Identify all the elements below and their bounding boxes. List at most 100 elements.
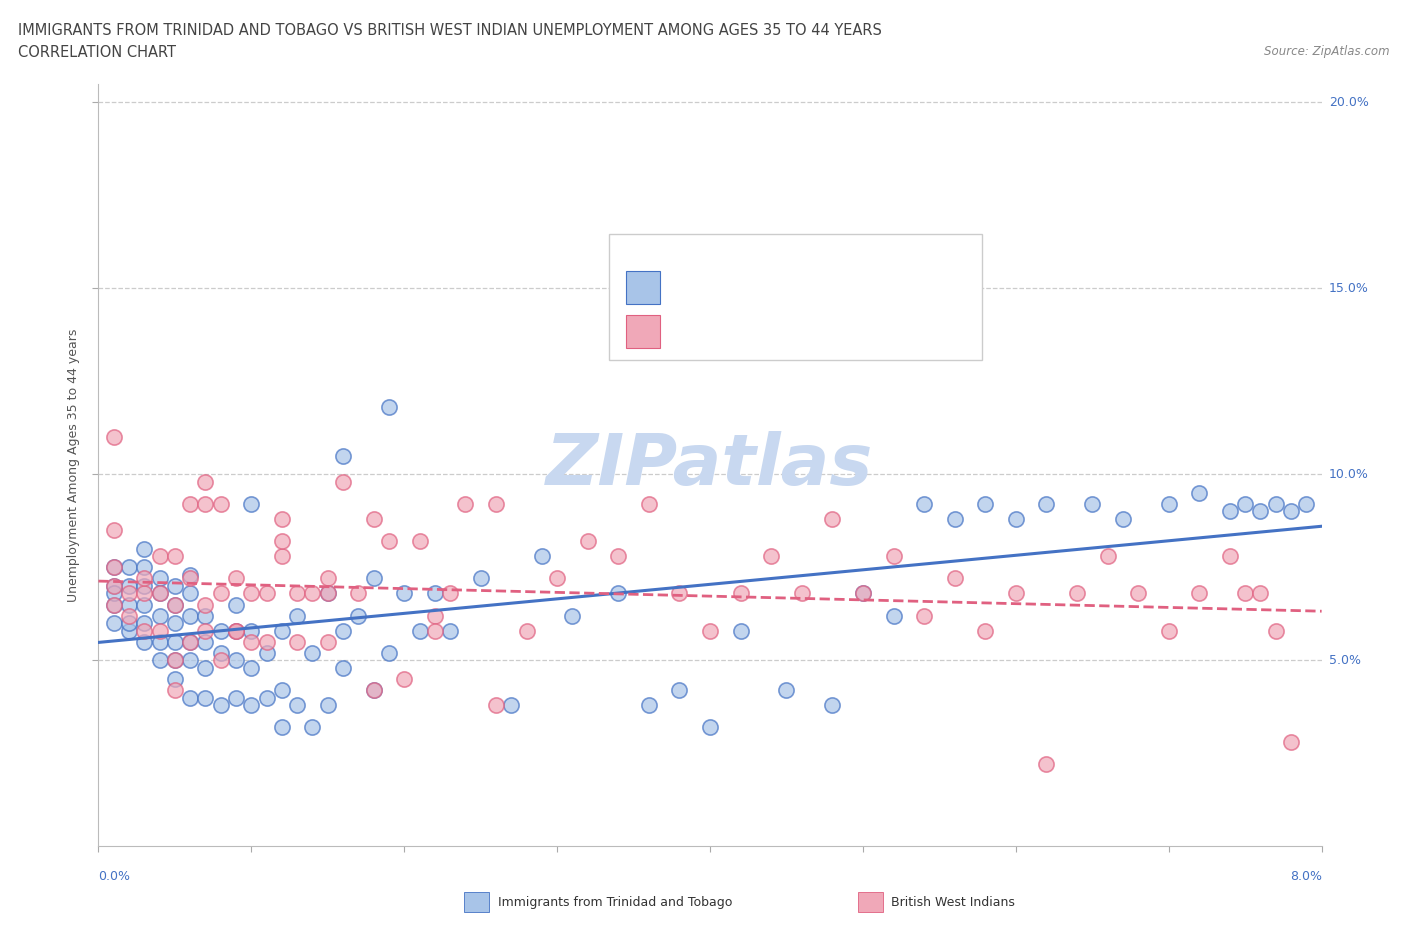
Text: Immigrants from Trinidad and Tobago: Immigrants from Trinidad and Tobago — [498, 896, 733, 909]
Point — [256, 645, 278, 660]
Point — [103, 616, 125, 631]
Point — [179, 690, 201, 705]
Point — [316, 571, 339, 586]
Point — [883, 608, 905, 623]
Point — [163, 616, 186, 631]
Point — [423, 586, 446, 601]
Point — [103, 597, 125, 612]
Point — [301, 586, 323, 601]
Point — [179, 634, 201, 649]
Point — [1157, 497, 1180, 512]
Point — [225, 571, 247, 586]
Point — [240, 660, 263, 675]
Point — [209, 698, 232, 712]
Point — [943, 512, 966, 526]
Text: IMMIGRANTS FROM TRINIDAD AND TOBAGO VS BRITISH WEST INDIAN UNEMPLOYMENT AMONG AG: IMMIGRANTS FROM TRINIDAD AND TOBAGO VS B… — [18, 23, 882, 38]
Point — [179, 567, 201, 582]
Point — [103, 560, 125, 575]
Text: ZIPatlas: ZIPatlas — [547, 431, 873, 499]
Point — [1004, 512, 1026, 526]
Point — [576, 534, 599, 549]
Point — [408, 623, 430, 638]
Point — [332, 474, 354, 489]
Point — [530, 549, 553, 564]
Point — [134, 541, 156, 556]
Point — [1279, 504, 1302, 519]
Point — [118, 586, 141, 601]
Point — [821, 698, 844, 712]
Point — [194, 474, 217, 489]
Point — [194, 608, 217, 623]
Point — [225, 653, 247, 668]
Point — [316, 586, 339, 601]
Point — [912, 608, 935, 623]
Point — [270, 534, 294, 549]
Point — [270, 549, 294, 564]
Y-axis label: Unemployment Among Ages 35 to 44 years: Unemployment Among Ages 35 to 44 years — [66, 328, 80, 602]
Point — [194, 623, 217, 638]
Point — [912, 497, 935, 512]
Text: 5.0%: 5.0% — [1329, 654, 1361, 667]
Point — [730, 623, 752, 638]
Point — [485, 497, 508, 512]
Text: British West Indians: British West Indians — [891, 896, 1015, 909]
Point — [163, 634, 186, 649]
Point — [209, 623, 232, 638]
Point — [134, 560, 156, 575]
Point — [1066, 586, 1088, 601]
Point — [225, 623, 247, 638]
Point — [561, 608, 583, 623]
Point — [149, 549, 172, 564]
Point — [1219, 504, 1241, 519]
Point — [301, 720, 323, 735]
Point — [285, 634, 308, 649]
Point — [240, 698, 263, 712]
Point — [256, 586, 278, 601]
Point — [1264, 497, 1286, 512]
Point — [103, 578, 125, 593]
Point — [699, 623, 721, 638]
Point — [852, 586, 875, 601]
Point — [363, 683, 385, 698]
Point — [316, 698, 339, 712]
Point — [103, 523, 125, 538]
Point — [240, 634, 263, 649]
Text: CORRELATION CHART: CORRELATION CHART — [18, 45, 176, 60]
Point — [974, 623, 997, 638]
Point — [163, 597, 186, 612]
Point — [852, 586, 875, 601]
Point — [194, 497, 217, 512]
Point — [1081, 497, 1104, 512]
Point — [194, 690, 217, 705]
Point — [668, 683, 690, 698]
Point — [607, 549, 630, 564]
Point — [194, 634, 217, 649]
Point — [1035, 497, 1057, 512]
Point — [439, 586, 461, 601]
Point — [149, 586, 172, 601]
Text: R = 0.228   N = 99: R = 0.228 N = 99 — [671, 280, 835, 295]
Point — [103, 430, 125, 445]
Point — [256, 690, 278, 705]
Point — [134, 616, 156, 631]
Point — [974, 497, 997, 512]
Point — [179, 608, 201, 623]
Point — [392, 586, 416, 601]
Point — [134, 597, 156, 612]
Point — [163, 597, 186, 612]
Point — [637, 698, 661, 712]
Point — [516, 623, 538, 638]
Point — [790, 586, 813, 601]
Point — [194, 597, 217, 612]
Point — [470, 571, 492, 586]
Point — [378, 400, 401, 415]
Point — [149, 653, 172, 668]
Point — [103, 578, 125, 593]
Point — [501, 698, 523, 712]
Point — [285, 586, 308, 601]
Point — [454, 497, 477, 512]
Point — [1157, 623, 1180, 638]
Point — [607, 586, 630, 601]
Point — [316, 634, 339, 649]
Point — [163, 671, 186, 686]
